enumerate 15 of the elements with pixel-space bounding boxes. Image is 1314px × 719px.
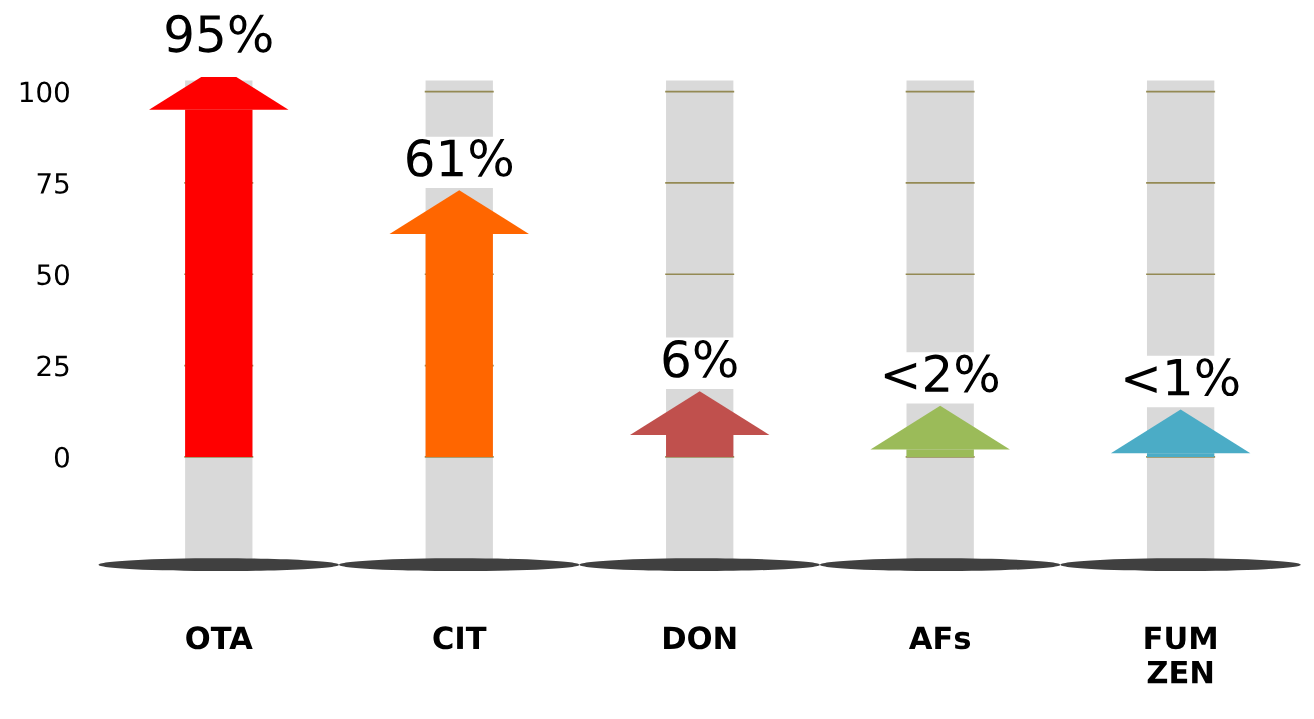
y-tick-label: 75 (37, 173, 69, 194)
x-tick-label: CIT (433, 626, 487, 650)
data-label: 6% (663, 339, 737, 378)
data-label: 95% (166, 14, 272, 53)
x-tick-label: OTA (186, 626, 253, 650)
data-label: 61% (407, 139, 513, 177)
data-label: <1% (1125, 358, 1239, 397)
x-tick-label: FUM ZEN (1145, 626, 1216, 684)
y-tick-label: 100 (20, 81, 69, 103)
y-tick-label: 25 (37, 355, 69, 377)
data-label: <2% (884, 354, 999, 393)
x-tick-label: AFs (908, 626, 971, 650)
y-tick-label: 50 (37, 264, 69, 286)
y-tick-label: 0 (54, 446, 69, 468)
x-tick-label: DON (664, 626, 736, 650)
